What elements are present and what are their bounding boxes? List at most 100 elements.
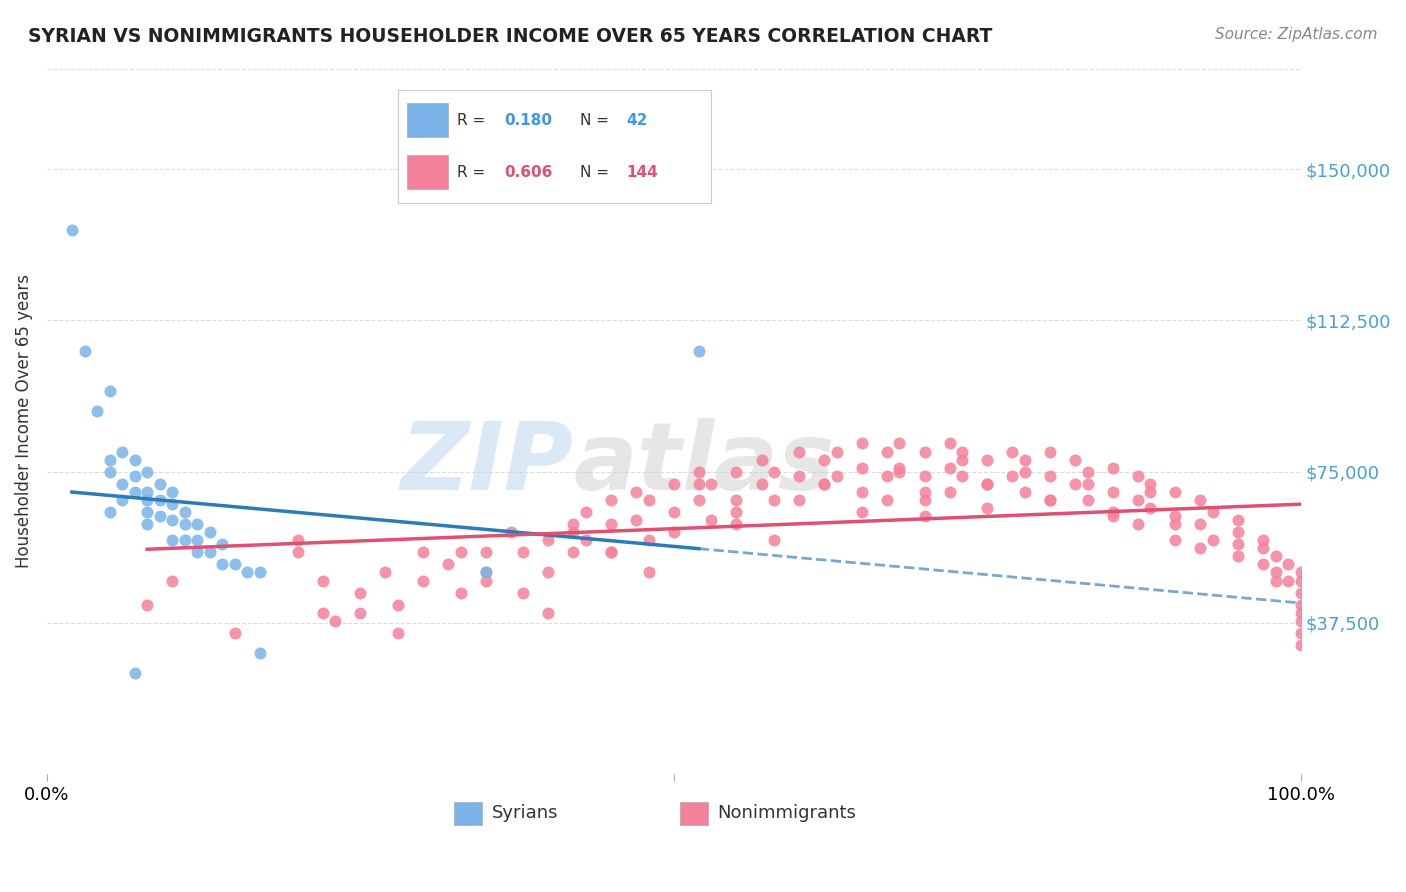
- Point: [787, 468, 810, 483]
- Point: [914, 484, 936, 499]
- Point: [914, 444, 936, 458]
- Point: [499, 525, 522, 540]
- Point: [186, 517, 208, 532]
- Point: [149, 492, 172, 507]
- Point: [537, 566, 560, 580]
- Text: Nonimmigrants: Nonimmigrants: [717, 804, 856, 822]
- Point: [1139, 500, 1161, 515]
- Point: [474, 574, 496, 588]
- Point: [1164, 484, 1187, 499]
- Point: [725, 505, 748, 519]
- Point: [287, 545, 309, 559]
- Point: [1189, 541, 1212, 556]
- Point: [474, 545, 496, 559]
- Point: [512, 585, 534, 599]
- Point: [450, 585, 472, 599]
- Point: [1064, 452, 1087, 467]
- Point: [662, 476, 685, 491]
- Point: [825, 468, 848, 483]
- Point: [1189, 517, 1212, 532]
- Point: [876, 444, 898, 458]
- Point: [1289, 585, 1312, 599]
- Point: [124, 666, 146, 681]
- Point: [688, 476, 710, 491]
- Point: [851, 484, 873, 499]
- Point: [662, 525, 685, 540]
- Point: [662, 505, 685, 519]
- Point: [751, 452, 773, 467]
- Point: [374, 566, 396, 580]
- Point: [249, 646, 271, 660]
- Point: [938, 484, 960, 499]
- Point: [1039, 492, 1062, 507]
- Point: [1064, 476, 1087, 491]
- Point: [976, 500, 998, 515]
- Point: [60, 223, 83, 237]
- Point: [725, 517, 748, 532]
- Point: [1289, 606, 1312, 620]
- Point: [688, 465, 710, 479]
- Point: [1226, 537, 1249, 551]
- Point: [136, 465, 159, 479]
- Point: [450, 545, 472, 559]
- Text: ZIP: ZIP: [401, 417, 574, 509]
- Point: [1251, 533, 1274, 548]
- Point: [162, 533, 184, 548]
- Point: [98, 505, 121, 519]
- Point: [186, 533, 208, 548]
- Point: [173, 505, 195, 519]
- Point: [211, 537, 233, 551]
- Point: [876, 492, 898, 507]
- Point: [813, 476, 835, 491]
- Point: [1226, 513, 1249, 527]
- Point: [1139, 484, 1161, 499]
- Point: [825, 444, 848, 458]
- Point: [813, 476, 835, 491]
- Point: [537, 533, 560, 548]
- Point: [1076, 465, 1098, 479]
- Point: [1289, 598, 1312, 612]
- Point: [512, 545, 534, 559]
- Point: [287, 533, 309, 548]
- Point: [637, 533, 659, 548]
- Point: [600, 545, 623, 559]
- Point: [1076, 476, 1098, 491]
- Point: [1014, 465, 1036, 479]
- Point: [1101, 484, 1123, 499]
- Text: Source: ZipAtlas.com: Source: ZipAtlas.com: [1215, 27, 1378, 42]
- Point: [224, 626, 246, 640]
- Point: [111, 476, 134, 491]
- Point: [211, 558, 233, 572]
- Point: [1001, 444, 1024, 458]
- Point: [1126, 468, 1149, 483]
- Point: [562, 525, 585, 540]
- Point: [1126, 492, 1149, 507]
- Point: [763, 533, 786, 548]
- Point: [1202, 533, 1225, 548]
- Point: [136, 505, 159, 519]
- Point: [1251, 558, 1274, 572]
- Point: [73, 343, 96, 358]
- Point: [149, 508, 172, 523]
- Point: [600, 545, 623, 559]
- Point: [412, 574, 434, 588]
- Point: [1289, 574, 1312, 588]
- Point: [1039, 492, 1062, 507]
- Point: [236, 566, 259, 580]
- Point: [412, 545, 434, 559]
- Point: [1139, 476, 1161, 491]
- Point: [387, 626, 409, 640]
- Text: SYRIAN VS NONIMMIGRANTS HOUSEHOLDER INCOME OVER 65 YEARS CORRELATION CHART: SYRIAN VS NONIMMIGRANTS HOUSEHOLDER INCO…: [28, 27, 993, 45]
- Point: [162, 513, 184, 527]
- Point: [124, 484, 146, 499]
- Point: [1226, 549, 1249, 564]
- Point: [136, 492, 159, 507]
- Point: [575, 505, 598, 519]
- Point: [474, 566, 496, 580]
- FancyBboxPatch shape: [454, 802, 482, 825]
- Point: [1189, 492, 1212, 507]
- Point: [1039, 468, 1062, 483]
- Point: [98, 465, 121, 479]
- Point: [1264, 574, 1286, 588]
- Point: [851, 436, 873, 450]
